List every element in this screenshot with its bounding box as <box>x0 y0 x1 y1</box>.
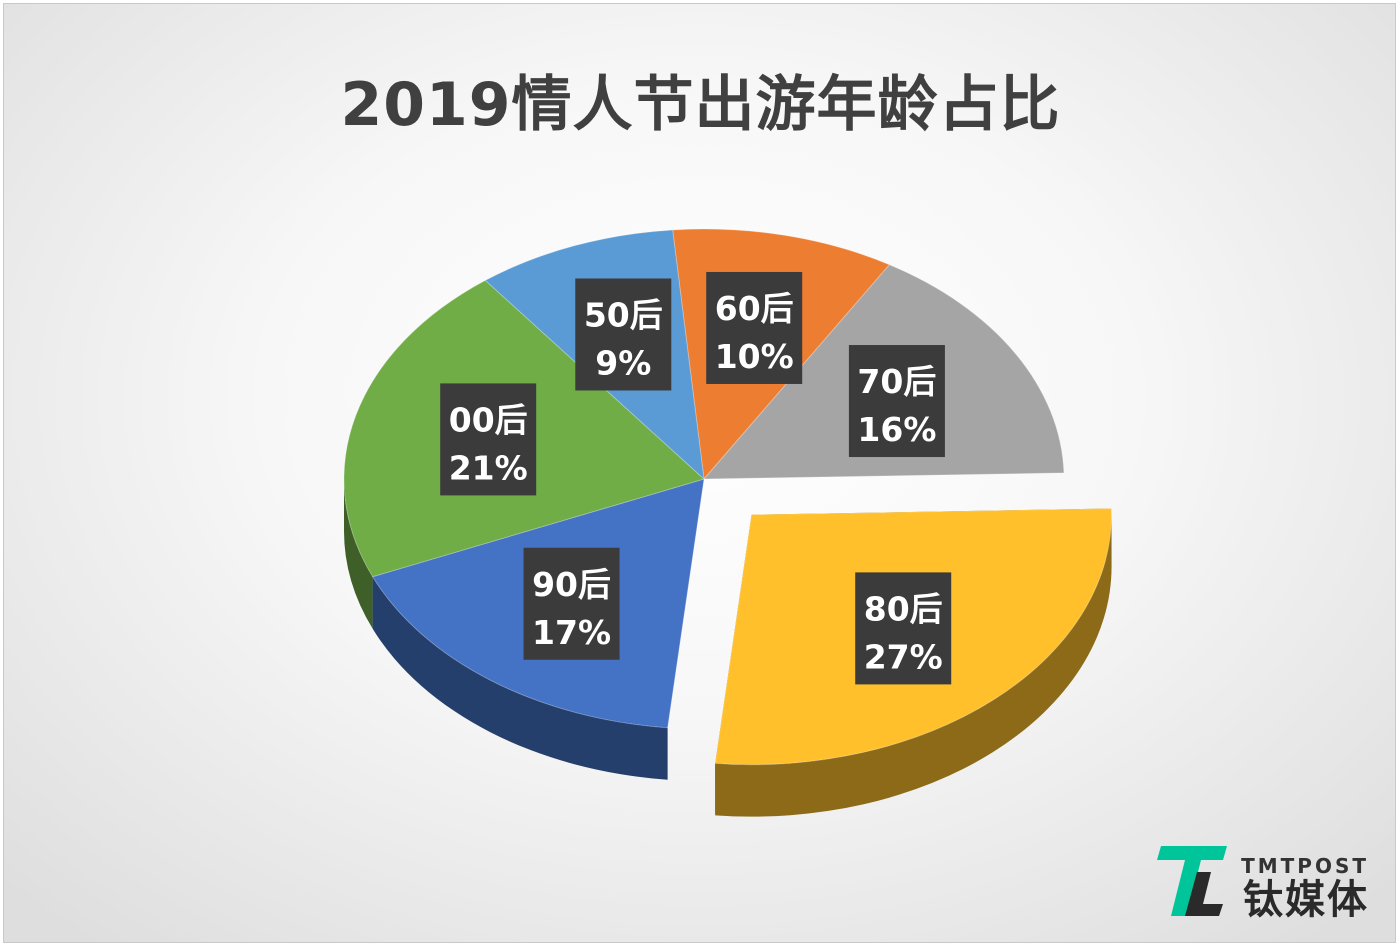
category-label: 60后 <box>715 289 794 328</box>
category-label: 90后 <box>532 565 611 604</box>
slice-side-90后 <box>372 576 668 780</box>
percent-label: 27% <box>864 637 943 676</box>
category-label: 70后 <box>857 362 936 401</box>
label-box <box>575 278 672 391</box>
percent-label: 16% <box>857 410 936 449</box>
category-label: 80后 <box>864 589 943 628</box>
label-box <box>523 547 620 660</box>
percent-label: 9% <box>595 343 651 382</box>
chart-title: 2019情人节出游年龄占比 <box>340 70 1061 140</box>
category-label: 50后 <box>584 295 663 334</box>
brand-en: TMTPOST <box>1241 854 1369 878</box>
label-box <box>848 345 945 458</box>
brand-text: TMTPOST 钛媒体 <box>1241 854 1369 922</box>
chart-area: 2019情人节出游年龄占比 60后 10% 70后 16% 80后 27% 90后 17% 00… <box>3 3 1396 943</box>
label-box <box>855 572 952 685</box>
brand-cn: 钛媒体 <box>1243 877 1369 923</box>
brand-watermark: TMTPOST 钛媒体 <box>1157 840 1369 922</box>
percent-label: 17% <box>532 613 611 652</box>
percent-label: 21% <box>449 448 528 487</box>
label-box <box>706 271 803 384</box>
label-box <box>440 383 537 496</box>
slice-side-80后 <box>715 514 1112 817</box>
slice-side-00后 <box>344 479 373 629</box>
percent-label: 10% <box>715 337 794 376</box>
category-label: 00后 <box>449 400 528 439</box>
tmtpost-logo-icon <box>1157 846 1228 916</box>
